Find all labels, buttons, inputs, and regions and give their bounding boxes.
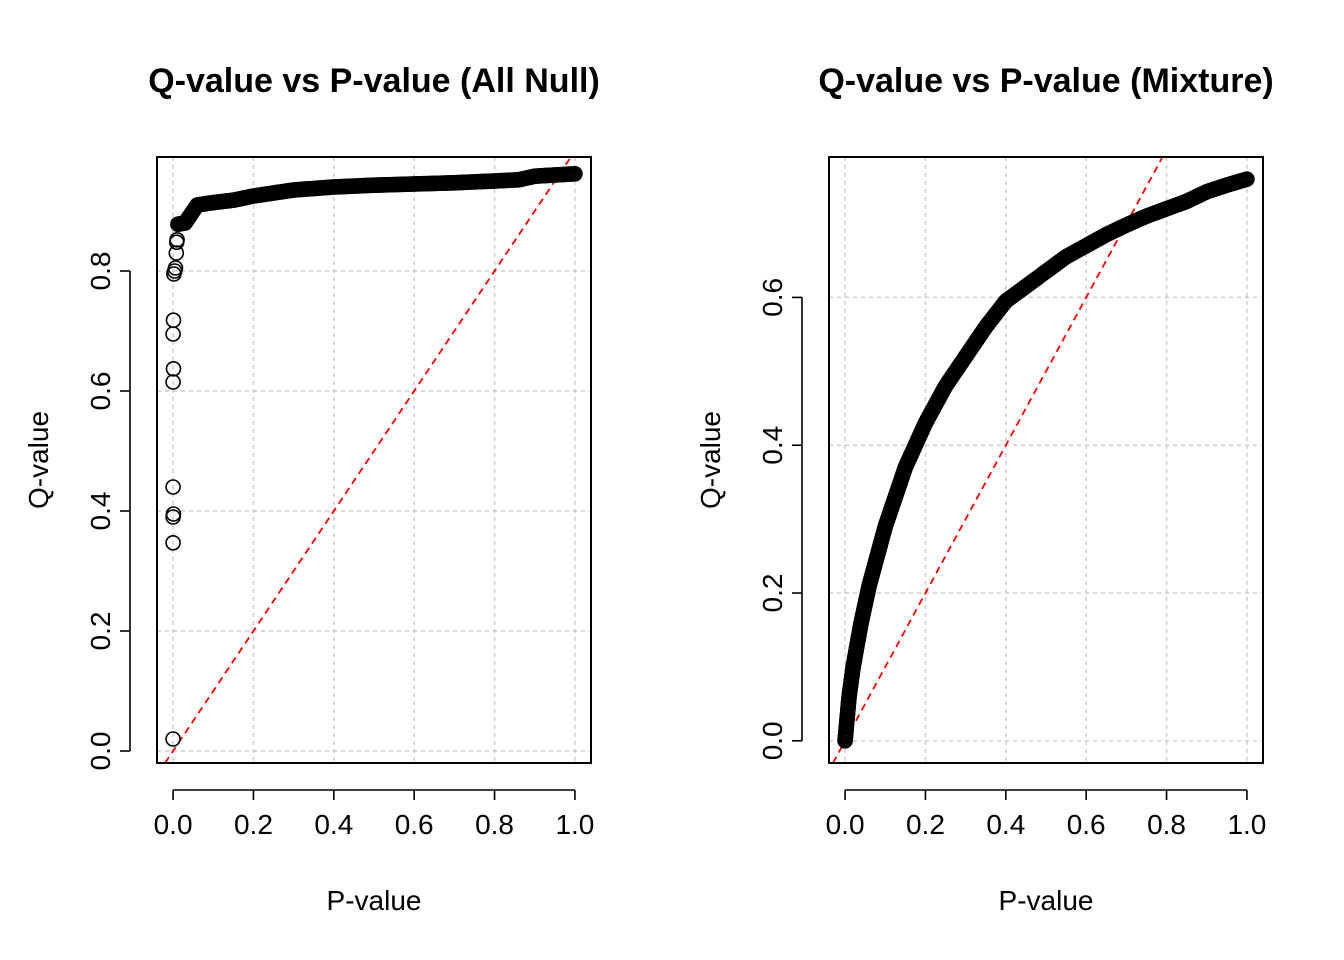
data-points bbox=[165, 166, 583, 747]
data-point bbox=[1239, 171, 1255, 187]
data-point bbox=[567, 166, 583, 182]
x-tick-label: 0.4 bbox=[314, 809, 353, 840]
reference-line bbox=[832, 156, 1164, 764]
data-point bbox=[169, 232, 185, 248]
x-tick-label: 0.8 bbox=[1147, 809, 1186, 840]
data-point bbox=[165, 506, 182, 522]
x-tick-label: 0.8 bbox=[475, 809, 514, 840]
y-tick-label: 0.0 bbox=[757, 721, 788, 760]
y-tick-label: 0.6 bbox=[85, 372, 116, 411]
x-axis-label: P-value bbox=[327, 885, 422, 916]
x-tick-label: 0.6 bbox=[1067, 809, 1106, 840]
data-point bbox=[167, 260, 184, 276]
x-tick-label: 0.0 bbox=[154, 809, 193, 840]
x-tick-label: 0.0 bbox=[826, 809, 865, 840]
panel-mixture: Q-value vs P-value (Mixture) P-value Q-v… bbox=[695, 62, 1274, 916]
y-tick-label: 0.4 bbox=[85, 492, 116, 531]
y-tick-label: 0.4 bbox=[757, 426, 788, 465]
y-tick-label: 0.8 bbox=[85, 252, 116, 291]
y-tick-label: 0.2 bbox=[757, 574, 788, 613]
y-tick-label: 0.2 bbox=[85, 612, 116, 651]
y-tick-label: 0.6 bbox=[757, 278, 788, 317]
y-tick-label: 0.0 bbox=[85, 732, 116, 771]
y-axis-label: Q-value bbox=[23, 411, 54, 509]
y-axis: 0.0 0.2 0.4 0.6 0.8 bbox=[85, 252, 131, 771]
x-tick-label: 1.0 bbox=[1227, 809, 1266, 840]
x-axis-label: P-value bbox=[999, 885, 1094, 916]
plot-box bbox=[828, 156, 1264, 764]
chart-title: Q-value vs P-value (All Null) bbox=[148, 62, 600, 100]
x-axis: 0.0 0.2 0.4 0.6 0.8 1.0 bbox=[826, 789, 1266, 840]
data-point bbox=[165, 360, 182, 377]
grid bbox=[829, 157, 1263, 763]
data-point bbox=[165, 731, 181, 747]
y-axis: 0.0 0.2 0.4 0.6 bbox=[757, 278, 803, 760]
x-tick-label: 1.0 bbox=[555, 809, 594, 840]
data-points bbox=[837, 171, 1255, 749]
chart-title: Q-value vs P-value (Mixture) bbox=[818, 62, 1273, 100]
grid bbox=[157, 157, 591, 763]
y-axis-label: Q-value bbox=[695, 411, 726, 509]
data-point bbox=[165, 479, 181, 495]
plot-box bbox=[156, 156, 592, 764]
data-point bbox=[165, 534, 181, 551]
data-point bbox=[165, 312, 182, 329]
x-tick-label: 0.2 bbox=[906, 809, 945, 840]
panel-all-null: Q-value vs P-value (All Null) P-value Q-… bbox=[23, 62, 600, 916]
x-axis: 0.0 0.2 0.4 0.6 0.8 1.0 bbox=[154, 789, 594, 840]
reference-line bbox=[164, 156, 572, 764]
x-tick-label: 0.2 bbox=[234, 809, 273, 840]
x-tick-label: 0.6 bbox=[395, 809, 434, 840]
x-tick-label: 0.4 bbox=[986, 809, 1025, 840]
